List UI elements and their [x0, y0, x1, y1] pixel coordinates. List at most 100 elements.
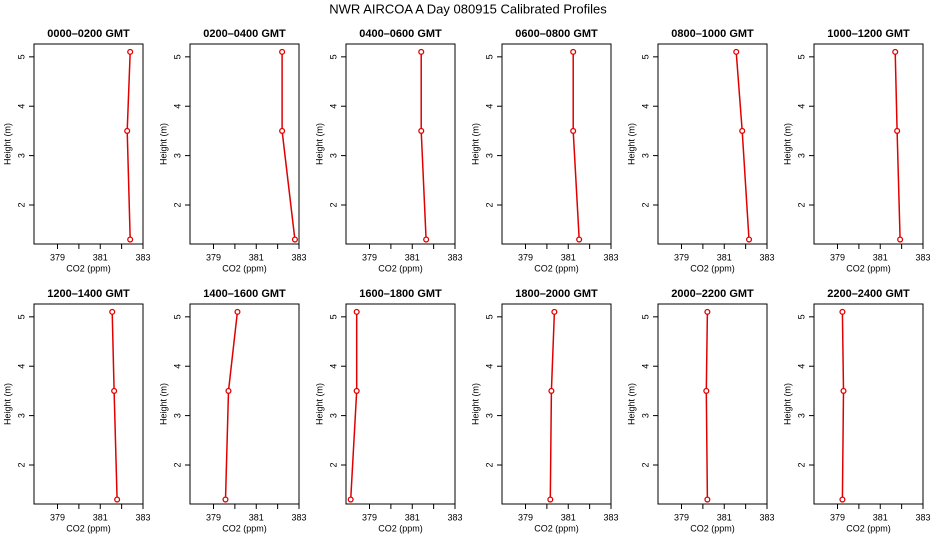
x-tick-label: 381: [873, 252, 888, 262]
x-tick-label: 383: [759, 512, 774, 522]
y-tick-label: 3: [172, 413, 182, 418]
plot-frame: [189, 303, 300, 505]
data-point: [551, 308, 558, 315]
y-tick-label: 2: [796, 202, 806, 207]
data-point: [124, 127, 131, 134]
y-tick-label: 5: [640, 314, 650, 319]
y-tick-label: 2: [796, 462, 806, 467]
x-tick-label: 383: [915, 252, 930, 262]
x-tick-label: 379: [518, 252, 533, 262]
data-point: [745, 236, 753, 243]
panel-title: 2000–2200 GMT: [671, 288, 754, 300]
y-tick-label: 5: [484, 54, 494, 59]
y-tick-label: 5: [796, 54, 806, 59]
y-axis-label: Height (m): [314, 383, 324, 425]
data-point: [347, 496, 354, 503]
y-tick-label: 5: [640, 54, 650, 59]
y-axis-label: Height (m): [470, 383, 480, 425]
data-point: [127, 236, 134, 243]
plot-frame: [33, 43, 144, 245]
data-point: [114, 496, 121, 503]
y-tick-label: 4: [640, 364, 650, 369]
x-axis-label: CO2 (ppm): [378, 263, 423, 273]
data-point: [704, 496, 711, 503]
panel: 1400–1600 GMT 379 381 383 2 3 4 5 CO2 (ppm) Heigh…: [158, 288, 306, 533]
plot-frame: [345, 43, 456, 245]
y-axis-label: Height (m): [314, 123, 324, 165]
y-axis-label: Height (m): [2, 383, 12, 425]
y-tick-label: 5: [328, 54, 338, 59]
y-tick-label: 5: [172, 314, 182, 319]
y-tick-label: 4: [328, 364, 338, 369]
x-tick-label: 379: [362, 252, 377, 262]
x-axis-label: CO2 (ppm): [222, 263, 267, 273]
x-tick-label: 381: [93, 512, 108, 522]
x-tick-label: 381: [249, 512, 264, 522]
y-tick-label: 3: [328, 413, 338, 418]
y-tick-label: 4: [796, 104, 806, 109]
panel: 0400–0600 GMT 379 381 383 2 3 4 5 CO2 (ppm) Heigh…: [314, 28, 462, 273]
plot-frame: [657, 43, 768, 245]
x-tick-label: 381: [717, 252, 732, 262]
panel: 0000–0200 GMT 379 381 383 2 3 4 5 CO2 (ppm) Heigh…: [2, 28, 150, 273]
data-point: [897, 236, 904, 243]
x-axis-label: CO2 (ppm): [534, 523, 579, 533]
data-point: [839, 496, 846, 503]
data-point: [423, 236, 430, 243]
x-tick-label: 381: [93, 252, 108, 262]
data-point: [547, 496, 554, 503]
panel-title: 1000–1200 GMT: [827, 28, 910, 40]
plot-frame: [813, 43, 924, 245]
x-tick-label: 379: [674, 252, 689, 262]
x-tick-label: 383: [447, 512, 462, 522]
x-axis-label: CO2 (ppm): [690, 523, 735, 533]
y-tick-label: 3: [640, 413, 650, 418]
y-tick-label: 4: [172, 104, 182, 109]
x-tick-label: 379: [362, 512, 377, 522]
x-tick-label: 379: [830, 252, 845, 262]
y-axis-label: Height (m): [782, 123, 792, 165]
x-tick-label: 381: [561, 252, 576, 262]
y-tick-label: 4: [328, 104, 338, 109]
y-tick-label: 4: [172, 364, 182, 369]
y-tick-label: 2: [328, 202, 338, 207]
panel: 0200–0400 GMT 379 381 383 2 3 4 5 CO2 (ppm) Heigh…: [158, 28, 306, 273]
data-point: [548, 387, 555, 394]
x-tick-label: 381: [717, 512, 732, 522]
x-axis-label: CO2 (ppm): [846, 523, 891, 533]
x-tick-label: 379: [206, 512, 221, 522]
data-point: [894, 127, 901, 134]
data-point: [892, 48, 899, 55]
x-tick-label: 383: [135, 252, 150, 262]
y-tick-label: 4: [16, 104, 26, 109]
plot-frame: [813, 303, 924, 505]
x-tick-label: 383: [291, 512, 306, 522]
y-tick-label: 4: [484, 104, 494, 109]
y-axis-label: Height (m): [158, 383, 168, 425]
y-tick-label: 5: [484, 314, 494, 319]
data-point: [704, 308, 711, 315]
x-axis-label: CO2 (ppm): [66, 263, 111, 273]
panel-title: 0000–0200 GMT: [47, 28, 130, 40]
x-tick-label: 383: [759, 252, 774, 262]
y-tick-label: 3: [796, 413, 806, 418]
y-tick-label: 3: [640, 153, 650, 158]
y-axis-label: Height (m): [626, 123, 636, 165]
data-point: [353, 387, 360, 394]
panel: 1000–1200 GMT 379 381 383 2 3 4 5 CO2 (ppm) Heigh…: [782, 28, 930, 273]
panel-title: 1800–2000 GMT: [515, 288, 598, 300]
x-tick-label: 381: [873, 512, 888, 522]
data-point: [111, 387, 118, 394]
x-tick-label: 383: [603, 252, 618, 262]
x-tick-label: 383: [915, 512, 930, 522]
y-tick-label: 3: [16, 153, 26, 158]
y-tick-label: 2: [172, 202, 182, 207]
x-tick-label: 379: [830, 512, 845, 522]
data-point: [703, 387, 710, 394]
x-axis-label: CO2 (ppm): [222, 523, 267, 533]
y-tick-label: 2: [484, 462, 494, 467]
data-point: [739, 127, 746, 134]
data-point: [225, 387, 232, 394]
